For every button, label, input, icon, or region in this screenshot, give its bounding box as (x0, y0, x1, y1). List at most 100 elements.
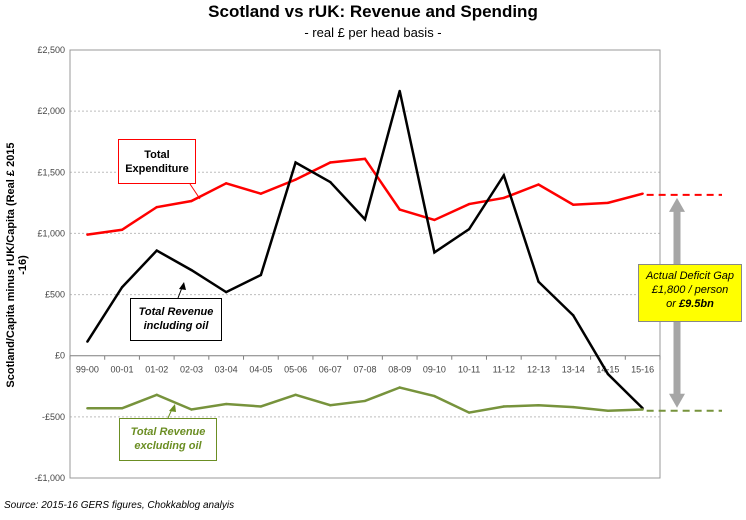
x-tick-label: 00-01 (111, 365, 134, 375)
data-point-total-revenue-excluding-oil (398, 386, 401, 389)
data-point-total-revenue-excluding-oil (363, 399, 367, 403)
y-tick-label: £0 (55, 351, 65, 361)
data-point-total-expenditure (224, 182, 228, 185)
data-point-total-expenditure (155, 205, 158, 209)
data-point-total-revenue-including-oil (190, 268, 193, 272)
data-point-total-revenue-including-oil (294, 161, 297, 164)
total-revenue-excl-oil-label: Total Revenue excluding oil (119, 418, 217, 461)
total-revenue-excl-oil-line1: Total Revenue (130, 426, 206, 438)
data-point-total-expenditure (190, 199, 193, 203)
data-point-total-expenditure (363, 157, 367, 161)
data-point-total-revenue-including-oil (259, 273, 263, 277)
x-tick-label: 06-07 (319, 365, 342, 375)
x-tick-label: 08-09 (388, 365, 411, 375)
chart-title: Scotland vs rUK: Revenue and Spending (208, 2, 538, 21)
x-tick-label: 07-08 (353, 365, 376, 375)
data-point-total-expenditure (86, 233, 89, 236)
data-point-total-expenditure (294, 178, 297, 181)
data-point-total-expenditure (537, 183, 540, 186)
data-point-total-revenue-including-oil (86, 340, 89, 343)
deficit-gap-line2: £1,800 / person (651, 284, 729, 296)
data-point-total-revenue-excluding-oil (190, 408, 193, 411)
data-point-total-revenue-including-oil (572, 314, 575, 317)
data-point-total-revenue-including-oil (398, 89, 401, 93)
total-revenue-incl-oil-line2: including oil (143, 320, 209, 332)
total-revenue-incl-oil-label: Total Revenue including oil (130, 298, 222, 341)
y-tick-label: £2,500 (37, 45, 65, 55)
y-tick-label: £1,500 (37, 167, 65, 177)
x-tick-label: 15-16 (631, 365, 654, 375)
data-point-total-revenue-including-oil (606, 372, 610, 376)
total-expenditure-label-line2: Expenditure (125, 163, 189, 175)
data-point-total-revenue-excluding-oil (467, 411, 471, 414)
x-tick-label: 99-00 (76, 365, 99, 375)
data-point-total-revenue-excluding-oil (606, 409, 610, 412)
data-point-total-expenditure (467, 202, 471, 206)
deficit-gap-line3: or £9.5bn (639, 297, 741, 311)
data-point-total-revenue-excluding-oil (641, 408, 644, 411)
deficit-arrow-head-bottom (669, 393, 685, 408)
data-point-total-expenditure (259, 192, 263, 195)
total-revenue-excl-oil-line2: excluding oil (134, 440, 202, 452)
x-tick-label: 02-03 (180, 365, 203, 375)
data-point-total-revenue-excluding-oil (259, 405, 263, 408)
data-point-total-revenue-excluding-oil (433, 394, 436, 398)
y-tick-label: -£1,000 (34, 473, 65, 483)
data-point-total-revenue-excluding-oil (294, 393, 297, 397)
deficit-gap-line1: Actual Deficit Gap (645, 270, 735, 282)
chart-subtitle: - real £ per head basis - (304, 25, 442, 40)
data-point-total-revenue-excluding-oil (329, 404, 332, 407)
data-point-total-revenue-excluding-oil (502, 405, 506, 408)
x-tick-label: 09-10 (423, 365, 446, 375)
revenue-pointer-head (179, 282, 186, 290)
deficit-arrow-head-top (669, 197, 685, 212)
x-tick-label: 03-04 (215, 365, 238, 375)
deficit-gap-prefix: or (666, 298, 679, 310)
plot-area (69, 49, 661, 479)
data-point-total-revenue-including-oil (120, 286, 124, 289)
data-point-total-revenue-including-oil (537, 280, 540, 283)
data-point-total-revenue-including-oil (363, 218, 367, 221)
data-point-total-expenditure (572, 203, 575, 206)
expenditure-pointer (189, 183, 201, 200)
data-point-total-revenue-excluding-oil (86, 407, 89, 410)
x-tick-label: 11-12 (493, 365, 515, 375)
revenue-excl-pointer-head (169, 404, 176, 412)
data-point-total-revenue-including-oil (467, 227, 471, 231)
total-expenditure-label-line1: Total (144, 149, 170, 161)
total-revenue-incl-oil-line1: Total Revenue (138, 306, 214, 318)
x-tick-label: 01-02 (145, 365, 168, 375)
source-note: Source: 2015-16 GERS figures, Chokkablog… (4, 500, 235, 511)
data-point-total-revenue-including-oil (224, 290, 228, 294)
x-tick-label: 14-15 (596, 365, 619, 375)
data-point-total-expenditure (433, 218, 436, 222)
data-point-total-expenditure (329, 161, 332, 164)
data-point-total-expenditure (502, 196, 506, 200)
y-tick-label: £2,000 (37, 106, 65, 116)
data-point-total-revenue-including-oil (502, 174, 506, 177)
data-point-total-revenue-excluding-oil (537, 404, 540, 407)
data-point-total-expenditure (606, 201, 610, 205)
data-point-total-revenue-excluding-oil (572, 405, 575, 409)
data-point-total-revenue-including-oil (433, 251, 436, 254)
data-point-total-revenue-excluding-oil (224, 402, 228, 406)
y-tick-label: -£500 (42, 412, 65, 422)
y-tick-label: £500 (45, 290, 65, 300)
x-tick-label: 04-05 (249, 365, 272, 375)
x-tick-label: 10-11 (458, 365, 480, 375)
total-expenditure-label: Total Expenditure (118, 139, 196, 184)
data-point-total-revenue-excluding-oil (155, 393, 158, 397)
data-point-total-revenue-including-oil (329, 180, 332, 184)
deficit-gap-value: £9.5bn (678, 298, 714, 310)
data-point-total-expenditure (120, 228, 124, 231)
x-tick-label: 13-14 (562, 365, 585, 375)
data-point-total-revenue-including-oil (155, 249, 158, 252)
deficit-gap-callout: Actual Deficit Gap £1,800 / person or £9… (638, 264, 742, 322)
x-tick-label: 05-06 (284, 365, 307, 375)
x-tick-label: 12-13 (527, 365, 550, 375)
data-point-total-revenue-excluding-oil (120, 407, 124, 410)
y-tick-label: £1,000 (37, 228, 65, 238)
data-point-total-expenditure (641, 192, 644, 195)
data-point-total-expenditure (398, 208, 401, 211)
